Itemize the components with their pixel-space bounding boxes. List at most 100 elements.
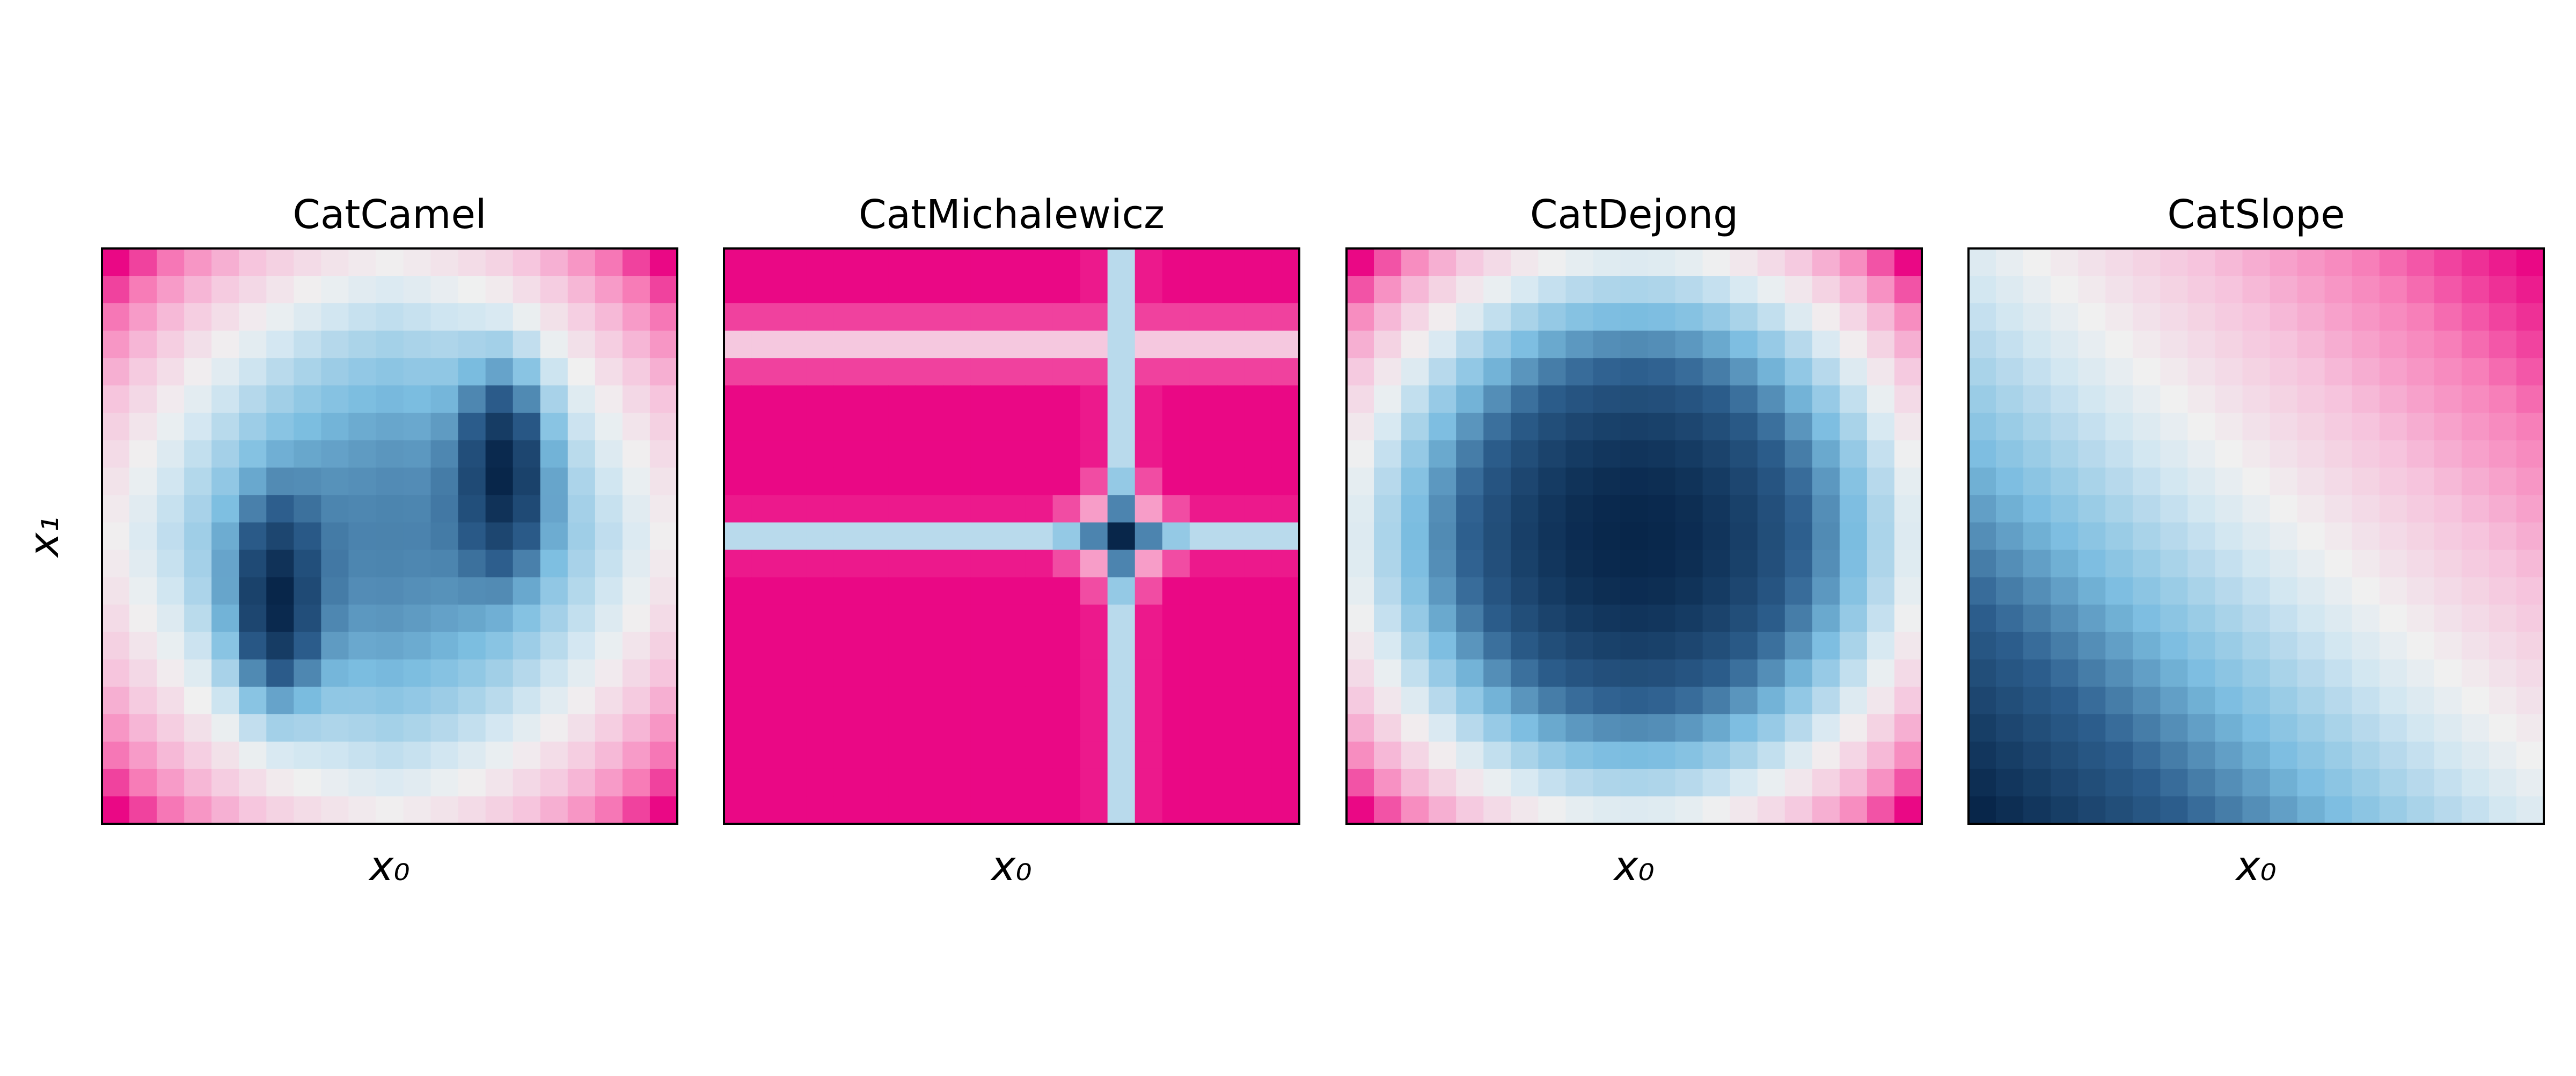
- heatmap-cell: [998, 550, 1026, 578]
- heatmap-cell: [157, 331, 185, 358]
- heatmap-cell: [567, 522, 596, 551]
- heatmap-cell: [2023, 768, 2051, 797]
- heatmap-cell: [1429, 741, 1457, 770]
- heatmap-cell: [1135, 577, 1163, 605]
- heatmap-cell: [751, 248, 779, 276]
- heatmap-cell: [779, 741, 807, 770]
- heatmap-cell: [2078, 604, 2106, 633]
- heatmap-cell: [266, 522, 294, 551]
- heatmap-cell: [485, 768, 514, 797]
- heatmap-cell: [1217, 577, 1245, 605]
- heatmap-cell: [1217, 385, 1245, 413]
- heatmap-cell: [943, 768, 971, 797]
- heatmap-cell: [513, 303, 541, 331]
- heatmap-cell: [513, 358, 541, 386]
- heatmap-cell: [567, 632, 596, 660]
- heatmap-cell: [1511, 385, 1539, 413]
- heatmap-cell: [649, 686, 678, 715]
- heatmap-cell: [1675, 686, 1703, 715]
- panel-catcamel: CatCamel x₀: [101, 192, 678, 890]
- heatmap-cell: [806, 714, 834, 742]
- heatmap-cell: [1374, 768, 1402, 797]
- heatmap-cell: [861, 276, 889, 304]
- heatmap-cell: [1189, 522, 1218, 551]
- heatmap-cell: [1401, 303, 1429, 331]
- heatmap-cell: [1996, 413, 2024, 441]
- heatmap-cell: [888, 385, 916, 413]
- heatmap-cell: [595, 522, 623, 551]
- heatmap-cell: [1968, 796, 1996, 824]
- heatmap-cell: [916, 331, 943, 358]
- heatmap-cell: [1730, 550, 1758, 578]
- heatmap-cell: [458, 686, 486, 715]
- heatmap-cell: [1217, 358, 1245, 386]
- heatmap-cell: [1565, 796, 1594, 824]
- heatmap-cell: [2324, 385, 2353, 413]
- heatmap-cell: [294, 358, 321, 386]
- heatmap-cell: [321, 714, 349, 742]
- heatmap-cell: [1052, 303, 1081, 331]
- heatmap-cell: [833, 768, 861, 797]
- heatmap-cell: [403, 522, 431, 551]
- heatmap-cell: [157, 495, 185, 523]
- heatmap-cell: [1593, 495, 1621, 523]
- heatmap-cell: [1080, 303, 1108, 331]
- heatmap-cell: [1483, 714, 1511, 742]
- heatmap-cell: [1107, 604, 1136, 633]
- heatmap-cell: [1374, 632, 1402, 660]
- heatmap-cell: [998, 714, 1026, 742]
- heatmap-cell: [266, 276, 294, 304]
- heatmap-cell: [348, 796, 377, 824]
- heatmap-cell: [1675, 768, 1703, 797]
- heatmap-cell: [2187, 331, 2216, 358]
- heatmap-cell: [1565, 495, 1594, 523]
- heatmap-cell: [2105, 358, 2133, 386]
- heatmap-cell: [806, 522, 834, 551]
- heatmap-cell: [2133, 303, 2161, 331]
- heatmap-cell: [1593, 632, 1621, 660]
- heatmap-cell: [724, 550, 752, 578]
- heatmap-cell: [1675, 248, 1703, 276]
- heatmap-cell: [1538, 577, 1566, 605]
- heatmap-cell: [540, 604, 568, 633]
- heatmap-cell: [567, 358, 596, 386]
- heatmap-cell: [2270, 686, 2298, 715]
- heatmap-cell: [1730, 303, 1758, 331]
- heatmap-cell: [321, 577, 349, 605]
- heatmap-cell: [1346, 467, 1374, 496]
- heatmap-cell: [2215, 522, 2243, 551]
- heatmap-cell: [2078, 413, 2106, 441]
- heatmap-cell: [485, 522, 514, 551]
- heatmap-cell: [430, 714, 459, 742]
- heatmap-cell: [1244, 248, 1272, 276]
- heatmap-cell: [1867, 686, 1895, 715]
- heatmap-cell: [1620, 276, 1649, 304]
- heatmap-cell: [1217, 714, 1245, 742]
- heatmap-cell: [430, 358, 459, 386]
- heatmap-cell: [1648, 577, 1676, 605]
- heatmap-cell: [348, 659, 377, 687]
- heatmap-cell: [129, 303, 157, 331]
- heatmap-cell: [1346, 768, 1374, 797]
- heatmap-cell: [430, 467, 459, 496]
- heatmap-cell: [430, 577, 459, 605]
- heatmap-cell: [1565, 604, 1594, 633]
- heatmap-cell: [1839, 796, 1868, 824]
- heatmap-cell: [1730, 467, 1758, 496]
- heatmap-cell: [239, 796, 267, 824]
- heatmap-cell: [2461, 413, 2490, 441]
- heatmap-cell: [888, 522, 916, 551]
- heatmap-cell: [2270, 440, 2298, 468]
- heatmap-cell: [724, 796, 752, 824]
- heatmap-cell: [970, 467, 999, 496]
- heatmap-cell: [2023, 331, 2051, 358]
- heatmap-cell: [2352, 714, 2380, 742]
- heatmap-cell: [2516, 303, 2544, 331]
- heatmap-cell: [1107, 659, 1136, 687]
- heatmap-cell: [184, 385, 212, 413]
- heatmap-cell: [2023, 550, 2051, 578]
- heatmap-cell: [348, 440, 377, 468]
- heatmap-cell: [1839, 467, 1868, 496]
- title-catmichalewicz: CatMichalewicz: [859, 192, 1165, 238]
- heatmap-cell: [806, 276, 834, 304]
